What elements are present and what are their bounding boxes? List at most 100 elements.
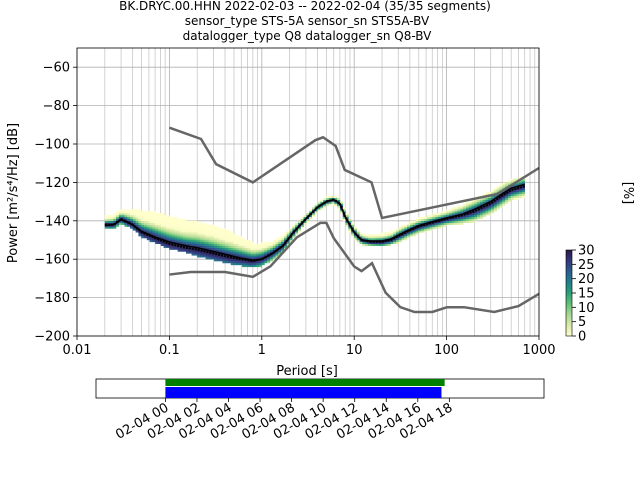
- histogram-cell: [213, 228, 218, 231]
- histogram-cell: [199, 234, 204, 237]
- histogram-cell: [401, 238, 405, 241]
- histogram-cell: [233, 238, 237, 241]
- histogram-cell: [171, 224, 176, 227]
- histogram-cell: [171, 220, 176, 223]
- histogram-cell: [519, 188, 523, 191]
- histogram-cell: [513, 195, 517, 198]
- histogram-cell: [432, 218, 436, 221]
- histogram-cell: [493, 188, 497, 191]
- histogram-cell: [479, 215, 483, 218]
- histogram-cell: [163, 241, 167, 245]
- histogram-cell: [384, 234, 388, 237]
- histogram-cell: [239, 261, 243, 264]
- histogram-cell: [166, 238, 170, 241]
- colorbar-tick-label: 20: [578, 272, 595, 287]
- histogram-cell: [174, 238, 178, 241]
- histogram-cell: [457, 218, 461, 221]
- histogram-cell: [342, 218, 346, 221]
- histogram-cell: [362, 236, 366, 239]
- histogram-cell: [216, 236, 220, 239]
- histogram-cell: [477, 215, 481, 218]
- colorbar-tick-label: 0: [578, 330, 586, 345]
- histogram-cell: [454, 220, 458, 223]
- histogram-cell: [267, 245, 271, 248]
- histogram-cell: [197, 253, 201, 256]
- histogram-cell: [474, 215, 478, 218]
- histogram-cell: [197, 232, 201, 235]
- histogram-cell: [216, 238, 220, 241]
- histogram-cell: [507, 195, 511, 198]
- histogram-cell: [306, 218, 310, 221]
- histogram-cell: [155, 218, 159, 221]
- histogram-cell: [286, 240, 290, 243]
- histogram-cell: [199, 232, 204, 235]
- histogram-cell: [135, 230, 139, 233]
- histogram-cell: [381, 236, 386, 239]
- histogram-cell: [337, 205, 341, 208]
- histogram-cell: [219, 232, 223, 235]
- histogram-cell: [342, 207, 346, 210]
- histogram-cell: [323, 199, 327, 202]
- histogram-cell: [211, 245, 215, 248]
- histogram-cell: [169, 224, 173, 227]
- histogram-cell: [345, 216, 349, 220]
- histogram-cell: [485, 192, 489, 195]
- histogram-cell: [289, 236, 293, 239]
- histogram-cell: [118, 220, 122, 223]
- histogram-cell: [281, 240, 285, 243]
- histogram-cell: [297, 222, 302, 225]
- histogram-cell: [230, 236, 234, 239]
- histogram-cell: [278, 238, 282, 241]
- histogram-cell: [505, 193, 509, 197]
- histogram-cell: [258, 263, 262, 266]
- histogram-cell: [152, 230, 156, 233]
- histogram-cell: [188, 243, 192, 246]
- histogram-cell: [118, 211, 122, 214]
- histogram-cell: [113, 213, 117, 216]
- histogram-cell: [426, 220, 430, 223]
- histogram-cell: [113, 226, 117, 229]
- histogram-cell: [412, 222, 416, 225]
- histogram-cell: [160, 232, 164, 235]
- histogram-cell: [426, 228, 430, 231]
- histogram-cell: [488, 192, 492, 195]
- histogram-cell: [222, 249, 226, 252]
- histogram-cell: [485, 205, 489, 208]
- histogram-cell: [116, 213, 120, 216]
- histogram-cell: [457, 213, 461, 216]
- histogram-cell: [132, 216, 136, 220]
- histogram-cell: [144, 224, 148, 227]
- histogram-cell: [516, 197, 520, 200]
- histogram-cell: [303, 216, 307, 220]
- histogram-cell: [412, 220, 416, 223]
- histogram-cell: [331, 203, 335, 206]
- histogram-cell: [132, 226, 136, 229]
- histogram-cell: [250, 245, 254, 248]
- histogram-cell: [311, 207, 316, 210]
- histogram-cell: [157, 234, 162, 237]
- histogram-cell: [264, 249, 268, 252]
- histogram-cell: [339, 211, 344, 214]
- histogram-cell: [485, 209, 489, 212]
- histogram-cell: [124, 213, 128, 216]
- histogram-cell: [449, 222, 453, 225]
- histogram-cell: [463, 203, 467, 206]
- histogram-cell: [370, 243, 374, 246]
- histogram-cell: [493, 207, 497, 210]
- histogram-cell: [432, 224, 436, 227]
- histogram-cell: [205, 257, 209, 260]
- histogram-cell: [132, 228, 136, 231]
- histogram-cell: [205, 236, 209, 239]
- histogram-cell: [482, 193, 486, 197]
- histogram-cell: [510, 192, 514, 195]
- histogram-cell: [258, 245, 262, 248]
- histogram-cell: [188, 241, 192, 245]
- histogram-cell: [155, 216, 159, 220]
- histogram-cell: [398, 240, 402, 243]
- histogram-cell: [166, 245, 170, 248]
- histogram-cell: [510, 178, 514, 181]
- histogram-cell: [435, 213, 439, 216]
- histogram-cell: [320, 205, 324, 208]
- histogram-cell: [188, 224, 192, 227]
- histogram-cell: [267, 259, 271, 262]
